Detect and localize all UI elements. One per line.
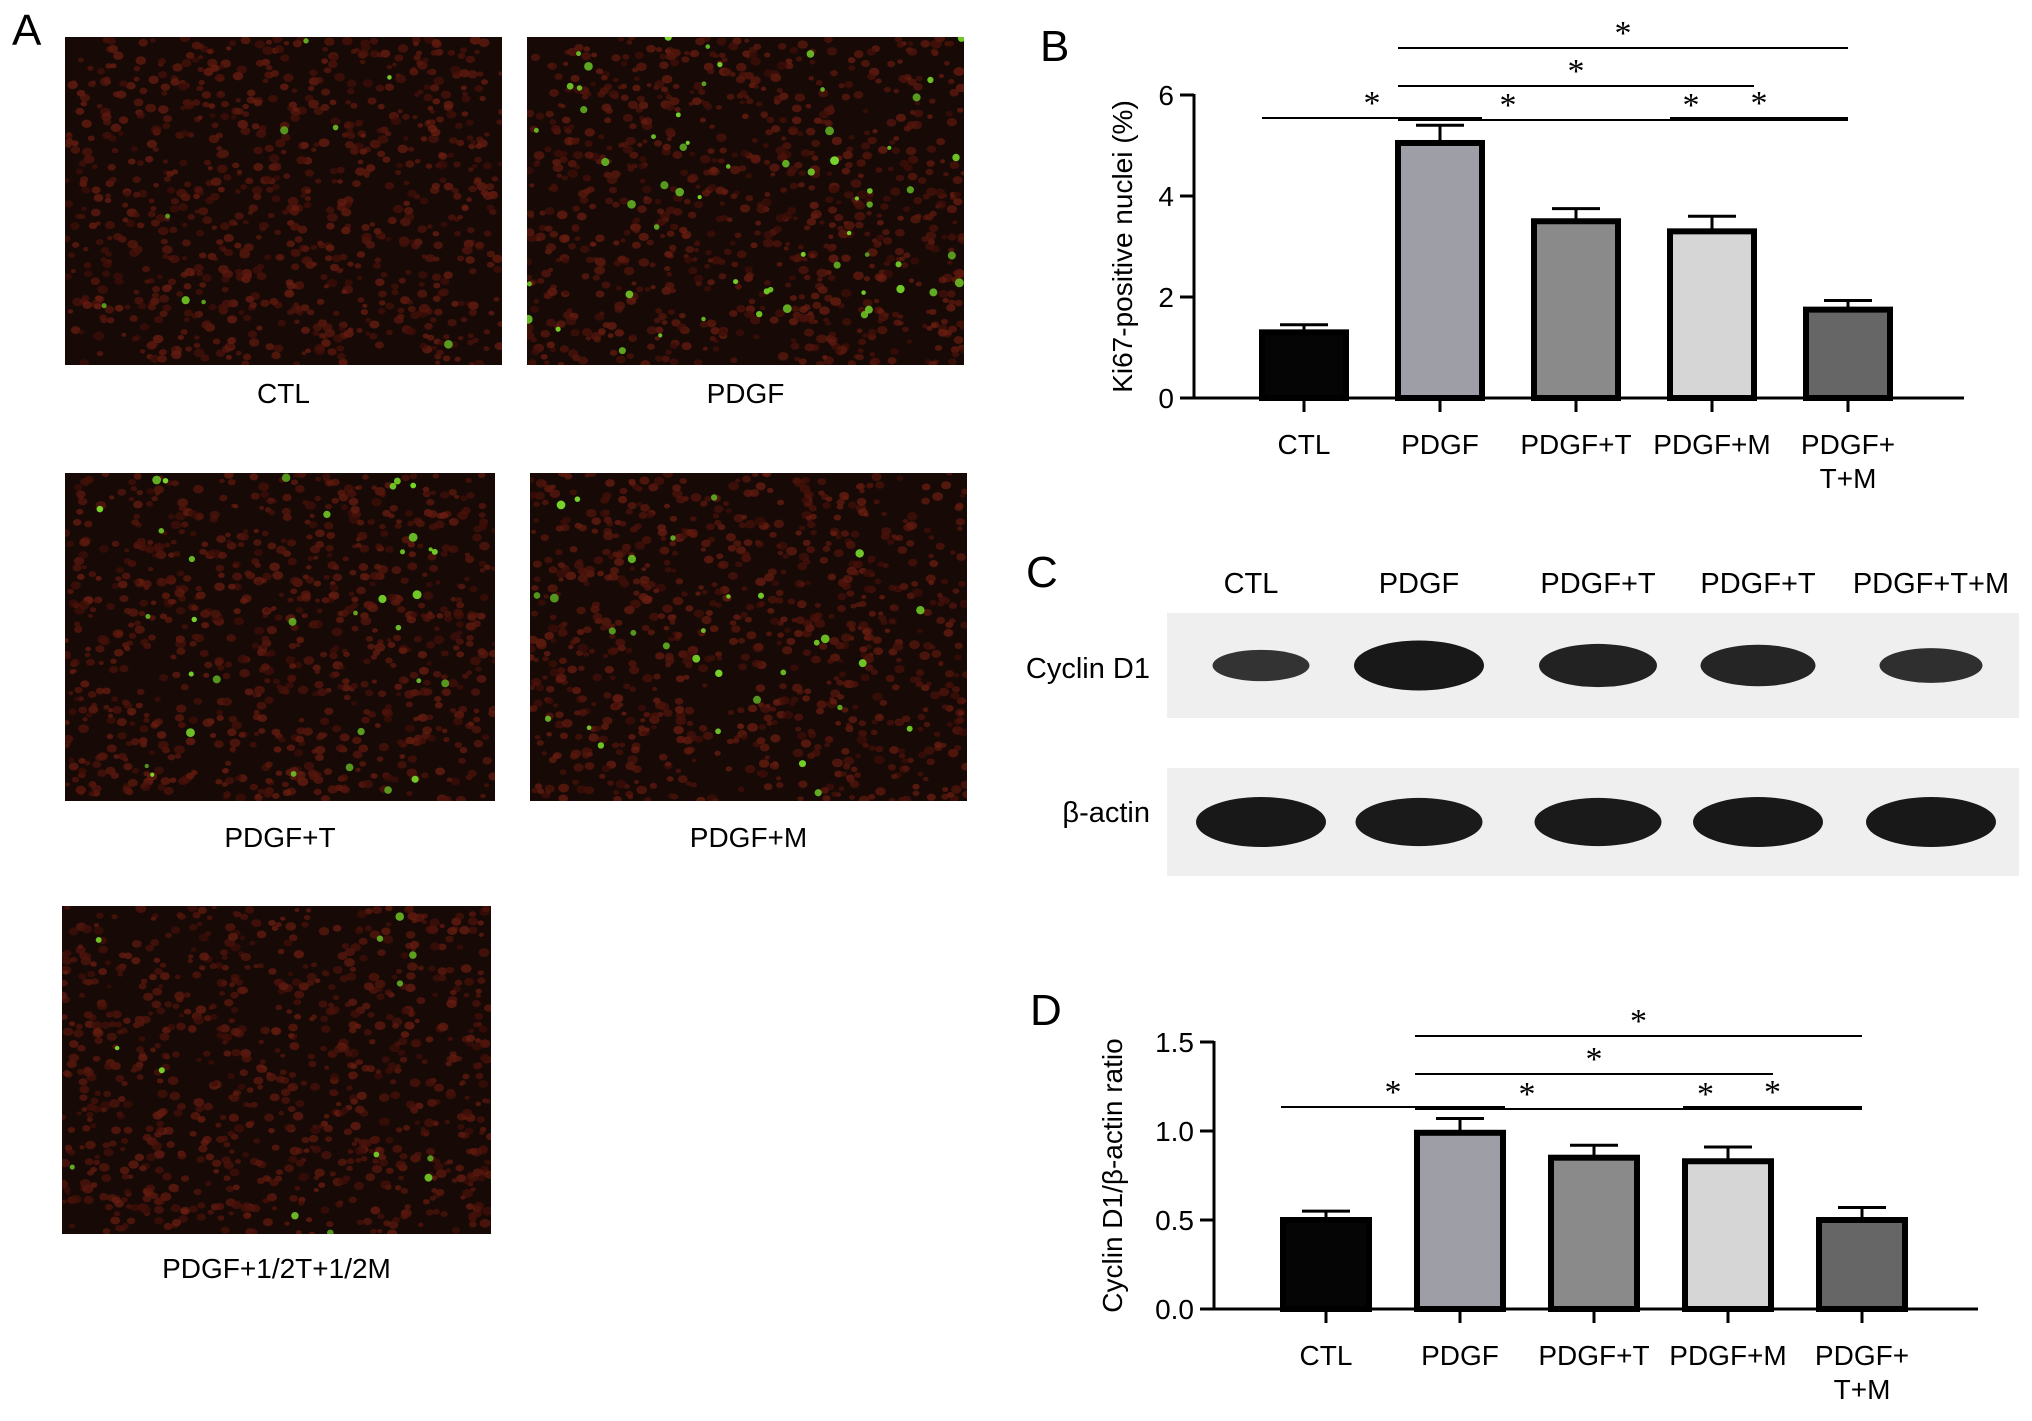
blot-band-0-0 — [1212, 649, 1310, 682]
micrograph-label-pdgf-m: PDGF+M — [689, 822, 808, 853]
blot-strip-0 — [1167, 613, 2019, 718]
bar-2 — [1548, 1154, 1640, 1312]
blot-lane-label-2: PDGF+T — [1540, 568, 1656, 600]
category-label-1: PDGF — [1401, 429, 1479, 460]
blot-band-1-2 — [1534, 797, 1662, 847]
significance-mark-2: * — [1683, 87, 1700, 124]
category-label-2: PDGF+T — [1538, 1340, 1649, 1371]
bar-0 — [1259, 329, 1349, 402]
ki67-bar-chart: 0 2 4 6 Ki67-positive nuclei (%) CTL PDGF PDGF+… — [1107, 15, 1964, 494]
y-tick-label: 0 — [1158, 383, 1174, 414]
bar-3 — [1667, 228, 1757, 401]
y-tick-label: 4 — [1158, 181, 1174, 212]
bar-3 — [1682, 1158, 1774, 1312]
micrograph-pdgf-m — [530, 473, 967, 801]
blot-band-1-0 — [1196, 797, 1326, 847]
significance-mark-3: * — [1586, 1041, 1603, 1078]
bar-4 — [1803, 306, 1893, 401]
significance-mark-1: * — [1500, 87, 1517, 124]
category-label-0: CTL — [1278, 429, 1331, 460]
category-label-3: PDGF+M — [1669, 1340, 1786, 1371]
cyclin-ratio-bar-chart: 0.0 0.5 1.0 1.5 Cyclin D1/β-actin ratio CTL PD… — [1097, 1003, 1978, 1405]
micrograph-pdgf — [527, 37, 964, 365]
y-tick-label: 1.5 — [1155, 1027, 1194, 1058]
category-label-3: PDGF+M — [1653, 429, 1770, 460]
y-tick-label: 0.0 — [1155, 1294, 1194, 1325]
significance-mark-3: * — [1568, 53, 1585, 90]
category-label-1: PDGF — [1421, 1340, 1499, 1371]
y-axis-label: Cyclin D1/β-actin ratio — [1097, 1038, 1128, 1312]
blot-band-0-3 — [1700, 644, 1816, 687]
blot-lane-label-4: PDGF+T+M — [1852, 568, 2010, 600]
panel-c-letter: C — [1026, 548, 1058, 597]
blot-row-label-1: β-actin — [1062, 797, 1150, 829]
category-label-0: CTL — [1300, 1340, 1353, 1371]
significance-mark-0: * — [1364, 85, 1381, 122]
bar-4 — [1816, 1217, 1908, 1312]
category-label-4: PDGF+ T+M — [1801, 429, 1895, 494]
y-tick-label: 6 — [1158, 80, 1174, 111]
blot-band-0-4 — [1879, 648, 1983, 683]
blot-band-1-1 — [1355, 797, 1483, 847]
blot-lane-label-0: CTL — [1223, 568, 1279, 600]
significance-mark-5: * — [1751, 85, 1768, 122]
blot-band-1-3 — [1693, 797, 1823, 847]
blot-band-0-2 — [1539, 643, 1657, 688]
significance-mark-1: * — [1519, 1076, 1536, 1113]
bar-1 — [1395, 139, 1485, 401]
significance-mark-2: * — [1697, 1076, 1714, 1113]
bar-0 — [1280, 1217, 1372, 1312]
blot-band-1-4 — [1866, 797, 1996, 847]
blot-strip-1 — [1167, 768, 2019, 876]
category-label-2: PDGF+T — [1520, 429, 1631, 460]
panel-a-letter: A — [12, 6, 42, 55]
bar-2 — [1531, 218, 1621, 401]
significance-mark-0: * — [1385, 1074, 1402, 1111]
micrograph-label-pdgf: PDGF — [706, 378, 785, 409]
blot-band-0-1 — [1354, 640, 1484, 691]
micrograph-pdgf-t — [65, 473, 495, 801]
bar-1 — [1414, 1129, 1506, 1312]
micrograph-label-pdgf-t: PDGF+T — [224, 822, 336, 853]
blot-lane-label-3: PDGF+T — [1700, 568, 1816, 600]
y-axis-label: Ki67-positive nuclei (%) — [1107, 100, 1138, 393]
y-tick-label: 2 — [1158, 282, 1174, 313]
micrograph-pdgf-half-t-half-m — [62, 906, 491, 1234]
y-tick-label: 1.0 — [1155, 1116, 1194, 1147]
panel-d-letter: D — [1030, 986, 1062, 1035]
significance-mark-5: * — [1764, 1074, 1781, 1111]
significance-mark-4: * — [1630, 1003, 1647, 1040]
micrograph-label-ctl: CTL — [257, 378, 310, 409]
micrograph-ctl — [65, 37, 502, 365]
blot-lane-label-1: PDGF — [1378, 568, 1460, 600]
significance-mark-4: * — [1615, 15, 1632, 52]
y-tick-label: 0.5 — [1155, 1205, 1194, 1236]
panel-b-letter: B — [1040, 22, 1070, 71]
blot-row-label-0: Cyclin D1 — [1025, 653, 1150, 685]
category-label-4: PDGF+ T+M — [1815, 1340, 1909, 1405]
micrograph-label-pdgf-half-t-half-m: PDGF+1/2T+1/2M — [162, 1253, 391, 1284]
